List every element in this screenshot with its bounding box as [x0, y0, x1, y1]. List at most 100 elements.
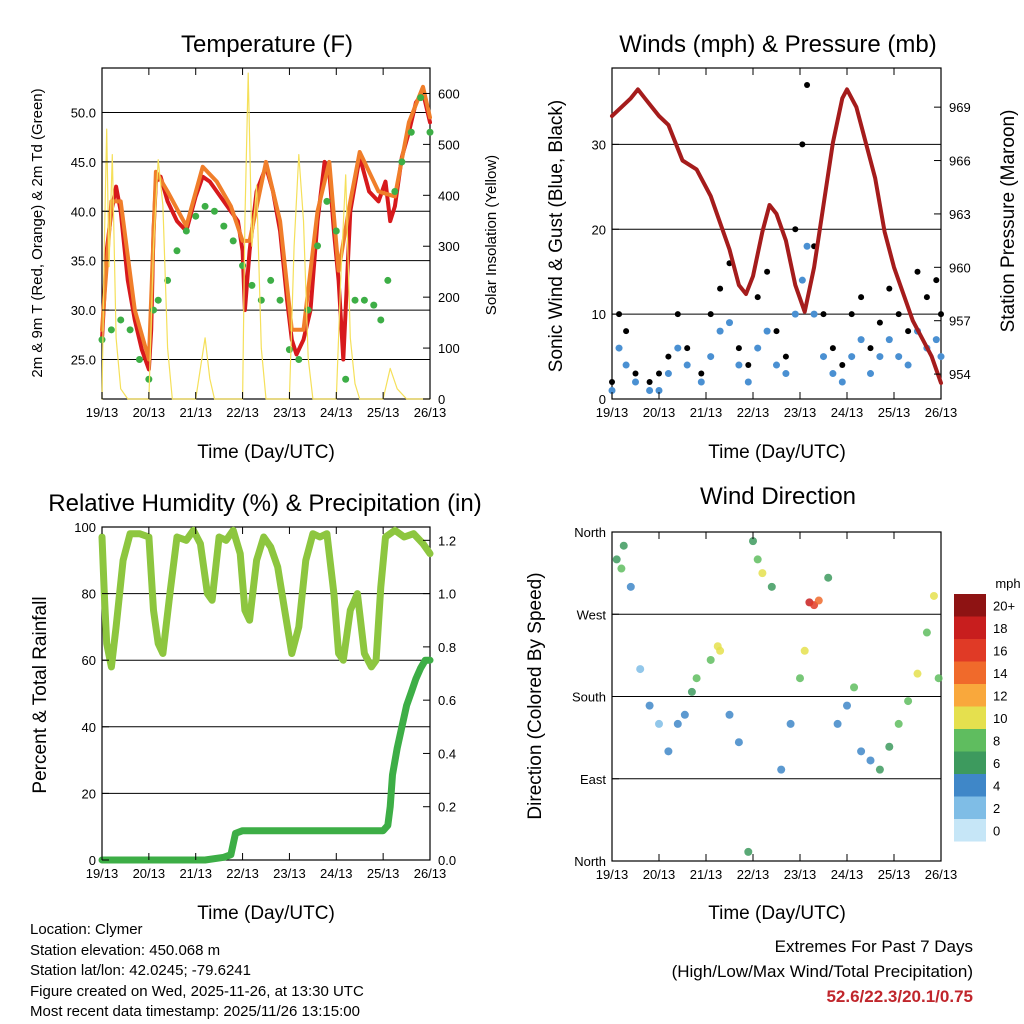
- winds-point-gust: [923, 294, 930, 301]
- colorbar-title: mph: [995, 576, 1020, 591]
- colorbar-swatch: [954, 774, 986, 797]
- winds-xtick-label: 23/13: [784, 405, 817, 420]
- winds-point-sonic-wind: [782, 370, 790, 378]
- winds-point-sonic-wind: [838, 378, 846, 386]
- direction-ytick-label: South: [572, 690, 606, 705]
- winds-point-sonic-wind: [664, 370, 672, 378]
- extremes-box: Extremes For Past 7 Days (High/Low/Max W…: [672, 934, 973, 1009]
- colorbar-swatch: [954, 639, 986, 662]
- direction-point: [929, 591, 938, 600]
- winds-point-gust: [782, 353, 789, 360]
- humidity-xtick-label: 20/13: [133, 866, 166, 881]
- colorbar-swatch: [954, 729, 986, 752]
- temperature-ylabel-right: Solar Insolation (Yellow): [483, 155, 500, 315]
- winds-point-gust: [735, 345, 742, 352]
- colorbar-swatch: [954, 751, 986, 774]
- temperature-point-2m-td: [391, 188, 399, 196]
- temperature-xtick-label: 20/13: [133, 405, 166, 420]
- humidity-ytick-label: 100: [74, 520, 96, 535]
- direction-point: [824, 573, 833, 582]
- temperature-xtick-label: 25/13: [367, 405, 400, 420]
- direction-xtick-label: 22/13: [737, 867, 770, 882]
- temperature-point-2m-td: [342, 375, 350, 383]
- winds-point-sonic-wind: [937, 353, 945, 361]
- direction-point: [904, 697, 913, 706]
- recent-timestamp: Most recent data timestamp: 2025/11/26 1…: [30, 1003, 360, 1020]
- humidity-xtick-label: 21/13: [179, 866, 212, 881]
- temperature-point-2m-td: [173, 247, 181, 255]
- temperature-point-2m-td: [276, 296, 284, 304]
- winds-point-sonic-wind: [857, 336, 865, 344]
- humidity-series-total-rainfall: [98, 656, 434, 864]
- station-info: Location: Clymer Station elevation: 450.…: [30, 920, 364, 1023]
- humidity-ytick-label: 60: [82, 653, 96, 668]
- direction-point: [673, 719, 682, 728]
- station-latlon: Station lat/lon: 42.0245; -79.6241: [30, 962, 252, 979]
- winds-point-sonic-wind: [754, 344, 762, 352]
- temperature-y2tick-label: 400: [438, 188, 460, 203]
- direction-point: [664, 747, 673, 756]
- direction-point: [716, 646, 725, 655]
- winds-xtick-label: 19/13: [596, 405, 629, 420]
- winds-ylabel-right: Station Pressure (Maroon): [998, 110, 1019, 333]
- temperature-point-2m-td: [398, 158, 406, 166]
- temperature-point-2m-td: [304, 306, 312, 314]
- colorbar-label: 12: [993, 688, 1007, 703]
- humidity-y2tick-label: 0.8: [438, 640, 456, 655]
- temperature-series-solar-insolation: [101, 72, 431, 400]
- winds-point-sonic-wind: [803, 242, 811, 250]
- direction-point: [753, 555, 762, 564]
- temperature-point-2m-td: [384, 276, 392, 284]
- winds-point-gust: [933, 277, 940, 284]
- winds-point-sonic-wind: [615, 344, 623, 352]
- colorbar-label: 6: [993, 756, 1000, 771]
- direction-point: [619, 541, 628, 550]
- winds-ytick-label: 0: [599, 392, 606, 407]
- winds-point-sonic-wind: [735, 361, 743, 369]
- extremes-heading: Extremes For Past 7 Days: [774, 937, 973, 956]
- direction-ytick-label: West: [577, 607, 607, 622]
- direction-point: [687, 687, 696, 696]
- temperature-point-2m-td: [220, 222, 228, 230]
- humidity-y2tick-label: 1.2: [438, 533, 456, 548]
- winds-point-sonic-wind: [763, 327, 771, 335]
- winds-point-gust: [848, 311, 855, 318]
- winds-point-gust: [745, 362, 752, 369]
- direction-xtick-label: 26/13: [925, 867, 958, 882]
- temperature-ytick-label: 40.0: [71, 204, 96, 219]
- humidity-xtick-label: 19/13: [86, 866, 119, 881]
- temperature-point-2m-td: [285, 346, 293, 354]
- direction-ytick-label: North: [574, 854, 606, 869]
- colorbar-label: 18: [993, 621, 1007, 636]
- winds-y2tick-label: 963: [949, 207, 971, 222]
- humidity-xtick-label: 25/13: [367, 866, 400, 881]
- winds-point-sonic-wind: [674, 344, 682, 352]
- temperature-xlabel: Time (Day/UTC): [197, 442, 335, 463]
- winds-point-sonic-wind: [895, 353, 903, 361]
- winds-point-sonic-wind: [848, 353, 856, 361]
- temperature-point-2m-td: [229, 237, 237, 245]
- winds-point-gust: [804, 81, 811, 88]
- direction-point: [725, 710, 734, 719]
- colorbar-swatch: [954, 594, 986, 617]
- humidity-panel: Relative Humidity (%) & Precipitation (i…: [30, 490, 482, 924]
- winds-series-station-pressure: [610, 87, 943, 385]
- winds-point-sonic-wind: [810, 310, 818, 318]
- direction-point: [913, 669, 922, 678]
- winds-point-gust: [698, 370, 705, 377]
- direction-point: [866, 756, 875, 765]
- winds-point-gust: [674, 311, 681, 318]
- extremes-values: 52.6/22.3/20.1/0.75: [826, 987, 973, 1006]
- winds-point-gust: [623, 328, 630, 335]
- direction-ytick-label: East: [580, 772, 606, 787]
- temperature-point-2m-td: [360, 296, 368, 304]
- colorbar-label: 20+: [993, 598, 1015, 613]
- humidity-plot-frame: [101, 526, 431, 861]
- temperature-ytick-label: 25.0: [71, 352, 96, 367]
- winds-point-gust: [938, 311, 944, 318]
- figure-created: Figure created on Wed, 2025-11-26, at 13…: [30, 982, 364, 1000]
- direction-point: [706, 655, 715, 664]
- humidity-y2tick-label: 0.6: [438, 693, 456, 708]
- temperature-point-2m-td: [370, 301, 378, 309]
